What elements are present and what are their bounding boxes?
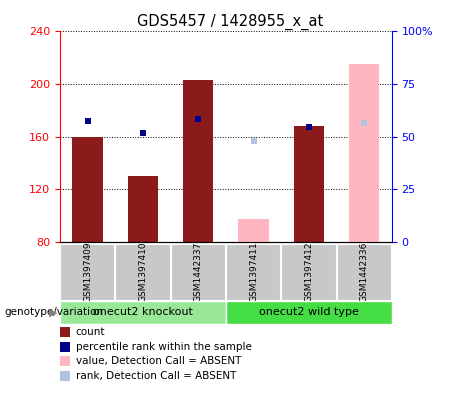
Bar — [294, 126, 324, 242]
Text: count: count — [76, 327, 105, 337]
Bar — [171, 244, 226, 301]
Text: GSM1442336: GSM1442336 — [360, 242, 369, 302]
Text: onecut2 wild type: onecut2 wild type — [259, 307, 359, 318]
Bar — [128, 176, 158, 242]
Text: ▶: ▶ — [49, 307, 57, 318]
Text: GSM1442337: GSM1442337 — [194, 242, 203, 302]
Bar — [183, 80, 213, 242]
Bar — [238, 219, 269, 242]
Bar — [349, 64, 379, 242]
Text: GSM1397412: GSM1397412 — [304, 242, 313, 302]
Bar — [60, 301, 226, 324]
Text: rank, Detection Call = ABSENT: rank, Detection Call = ABSENT — [76, 371, 236, 381]
Bar — [72, 136, 103, 242]
Bar — [281, 244, 337, 301]
Bar — [337, 244, 392, 301]
Text: value, Detection Call = ABSENT: value, Detection Call = ABSENT — [76, 356, 241, 366]
Text: percentile rank within the sample: percentile rank within the sample — [76, 342, 252, 352]
Bar — [60, 244, 115, 301]
Text: GDS5457 / 1428955_x_at: GDS5457 / 1428955_x_at — [137, 14, 324, 30]
Text: GSM1397410: GSM1397410 — [138, 242, 148, 303]
Text: genotype/variation: genotype/variation — [5, 307, 104, 318]
Text: GSM1397409: GSM1397409 — [83, 242, 92, 303]
Text: onecut2 knockout: onecut2 knockout — [93, 307, 193, 318]
Bar — [226, 244, 281, 301]
Bar — [226, 301, 392, 324]
Text: GSM1397411: GSM1397411 — [249, 242, 258, 303]
Bar — [115, 244, 171, 301]
